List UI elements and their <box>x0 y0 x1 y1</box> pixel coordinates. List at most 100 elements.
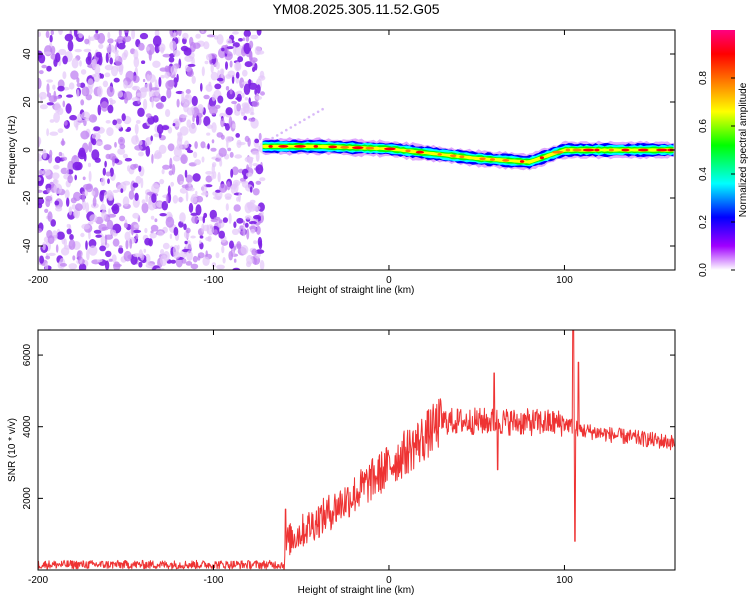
noise-speck <box>166 88 172 99</box>
noise-speck <box>42 150 47 160</box>
noise-speck <box>81 199 87 211</box>
noise-speck <box>225 74 232 79</box>
noise-speck <box>210 71 219 81</box>
noise-speck <box>238 38 243 42</box>
noise-speck <box>122 180 131 186</box>
noise-speck <box>95 51 102 58</box>
noise-speck <box>176 98 180 108</box>
noise-speck <box>112 156 115 167</box>
x-tick-label: 100 <box>556 275 573 286</box>
noise-speck <box>244 135 250 142</box>
noise-speck <box>202 215 206 224</box>
noise-speck <box>248 221 257 225</box>
noise-speck <box>82 183 92 190</box>
noise-speck <box>233 45 237 56</box>
noise-speck <box>134 145 143 151</box>
noise-speck <box>125 239 129 250</box>
track-peak <box>656 148 668 152</box>
noise-speck <box>64 33 74 42</box>
noise-speck <box>58 48 67 56</box>
noise-speck <box>225 136 233 143</box>
noise-speck <box>231 100 238 105</box>
noise-speck <box>150 224 159 232</box>
noise-speck <box>141 60 146 64</box>
noise-speck <box>67 40 74 52</box>
noise-speck <box>195 33 201 39</box>
spectrogram-noise-region <box>38 30 324 270</box>
noise-speck <box>254 88 258 96</box>
noise-speck <box>233 183 238 188</box>
noise-speck <box>112 238 120 247</box>
noise-speck <box>205 175 213 183</box>
track-peak <box>502 159 510 162</box>
noise-speck <box>183 101 189 113</box>
noise-speck <box>169 157 173 169</box>
noise-speck <box>141 202 149 214</box>
noise-speck <box>187 63 196 67</box>
noise-speck <box>170 259 177 264</box>
noise-speck <box>216 34 224 45</box>
noise-speck <box>253 240 258 245</box>
noise-speck <box>123 222 129 228</box>
noise-speck <box>255 249 265 254</box>
noise-speck <box>213 171 217 180</box>
noise-speck <box>39 104 48 110</box>
noise-speck <box>44 208 49 213</box>
noise-speck <box>242 225 246 237</box>
noise-speck <box>251 205 261 212</box>
noise-speck <box>250 34 259 40</box>
noise-speck <box>69 234 74 241</box>
noise-speck <box>169 40 177 51</box>
noise-speck <box>76 77 80 84</box>
noise-speck <box>73 30 78 38</box>
noise-speck <box>66 197 70 207</box>
noise-speck <box>201 66 205 77</box>
noise-speck <box>124 231 131 241</box>
noise-speck <box>170 181 175 187</box>
noise-speck <box>190 263 199 270</box>
snr-frame <box>37 329 676 571</box>
spectrogram-x-axis-label: Height of straight line (km) <box>298 285 415 296</box>
noise-speck <box>106 219 114 230</box>
noise-speck <box>60 247 70 256</box>
noise-speck <box>76 250 82 261</box>
noise-speck <box>38 189 43 193</box>
x-tick-label: -200 <box>28 275 48 286</box>
noise-speck <box>148 49 152 62</box>
track-peak <box>328 145 338 149</box>
noise-speck <box>259 70 265 79</box>
noise-speck <box>91 190 96 196</box>
noise-speck <box>126 126 132 132</box>
noise-speck <box>203 94 210 100</box>
noise-speck <box>118 64 124 76</box>
noise-speck <box>185 227 191 234</box>
noise-speck <box>62 156 68 161</box>
noise-speck <box>140 177 144 189</box>
noise-speck <box>151 193 157 203</box>
noise-speck <box>108 191 115 201</box>
noise-speck <box>145 193 149 203</box>
noise-speck <box>251 150 260 156</box>
noise-speck <box>38 70 44 75</box>
noise-speck <box>246 254 254 265</box>
noise-speck <box>289 126 293 129</box>
noise-speck <box>222 257 226 264</box>
noise-speck <box>321 107 324 111</box>
noise-speck <box>185 89 191 94</box>
noise-speck <box>55 206 63 212</box>
noise-speck <box>195 190 198 196</box>
noise-speck <box>148 74 156 83</box>
noise-speck <box>211 122 217 133</box>
noise-speck <box>201 30 205 33</box>
noise-speck <box>89 36 96 41</box>
noise-speck <box>245 35 250 42</box>
noise-speck <box>55 52 61 63</box>
noise-speck <box>259 260 265 270</box>
noise-speck <box>220 134 225 140</box>
noise-speck <box>158 144 167 154</box>
noise-speck <box>160 254 168 267</box>
noise-speck <box>160 75 165 79</box>
noise-speck <box>237 56 244 63</box>
x-tick-label: 0 <box>386 275 392 286</box>
noise-speck <box>162 242 170 250</box>
